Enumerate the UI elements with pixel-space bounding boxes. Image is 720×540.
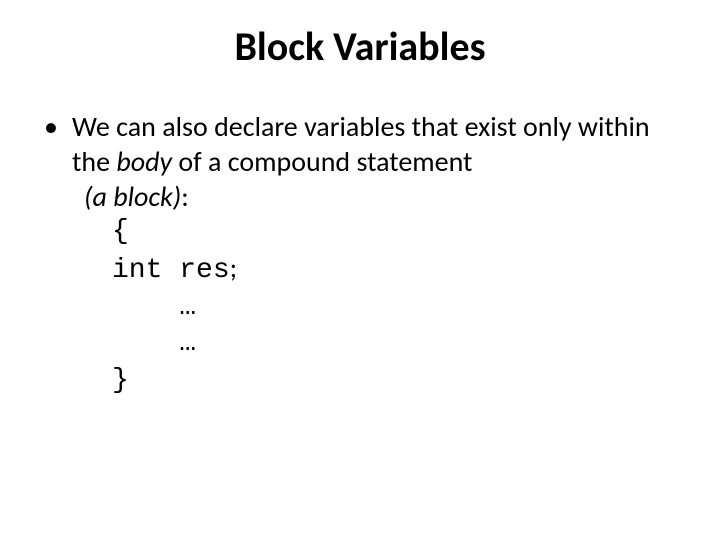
bullet-text-italic-body: body [116,144,172,179]
code-decl-semicolon: ; [230,250,238,285]
bullet-line2-colon: : [181,179,189,214]
bullet-marker: • [40,109,72,144]
bullet-item: • We can also declare variables that exi… [40,109,680,179]
slide-body: • We can also declare variables that exi… [0,91,720,399]
code-line-open-brace: { [112,214,680,250]
code-line-close-brace: } [112,363,680,399]
slide: { "title": "Block Variables", "bullet": … [0,0,720,540]
code-block: { int res; … … } [40,214,680,399]
code-decl-text: int res [112,255,230,286]
code-line-ellipsis-1: … [112,290,680,326]
bullet-line2: (a block): [40,179,680,214]
code-line-ellipsis-2: … [112,326,680,362]
code-line-decl: int res; [112,250,680,289]
bullet-line2-italic: (a block) [84,179,181,214]
slide-title: Block Variables [0,0,720,91]
bullet-text-part2: of a compound statement [172,144,472,179]
bullet-text: We can also declare variables that exist… [72,109,680,179]
